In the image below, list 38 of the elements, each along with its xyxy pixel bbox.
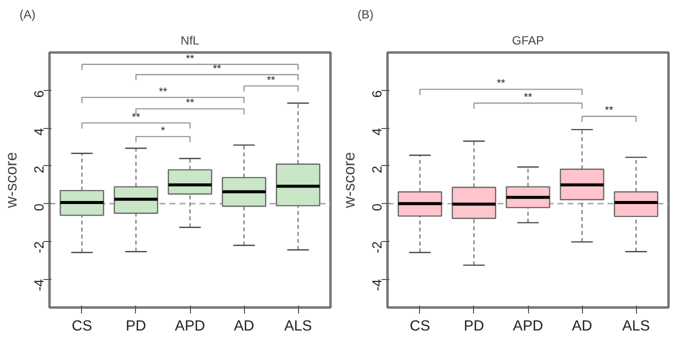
y-tick-label: -2 xyxy=(370,241,384,254)
y-tick-label: 6 xyxy=(32,90,46,98)
y-tick-label: 6 xyxy=(370,90,384,98)
y-axis-title: w-score xyxy=(4,152,20,210)
y-tick-label: 2 xyxy=(32,166,46,174)
y-tick-label: -2 xyxy=(32,241,46,254)
y-tick-label: -4 xyxy=(370,278,384,292)
y-tick-label: 4 xyxy=(32,127,46,136)
annotation: ** xyxy=(604,104,614,117)
x-tick-label: APD xyxy=(512,318,544,334)
annotation: ** xyxy=(132,111,140,124)
chart-title: GFAP xyxy=(512,34,544,48)
annotation: ** xyxy=(186,97,194,110)
x-tick-label: AD xyxy=(234,318,254,334)
text: (A) xyxy=(20,8,36,22)
y-tick-label: 0 xyxy=(32,204,46,212)
annotation: ** xyxy=(158,86,168,98)
x-tick-label: ALS xyxy=(284,318,312,334)
y-tick-label: 0 xyxy=(370,204,384,212)
chart-title: NfL xyxy=(180,34,200,48)
annotation: * xyxy=(160,124,166,137)
y-tick-label: -4 xyxy=(32,278,46,292)
annotation: ** xyxy=(496,78,506,90)
x-tick-label: PD xyxy=(126,318,146,334)
x-tick-label: APD xyxy=(174,318,206,334)
x-tick-label: CS xyxy=(72,318,92,334)
annotation: ** xyxy=(212,62,222,75)
text: (B) xyxy=(358,8,374,22)
annotation: ** xyxy=(186,52,194,65)
y-tick-label: 4 xyxy=(370,127,384,136)
x-tick-label: ALS xyxy=(622,318,650,334)
annotation: ** xyxy=(266,74,276,86)
y-axis-title: w-score xyxy=(342,152,358,210)
x-tick-label: AD xyxy=(572,318,592,334)
x-tick-label: CS xyxy=(410,318,430,334)
x-tick-label: PD xyxy=(464,318,484,334)
y-tick-label: 2 xyxy=(370,166,384,174)
annotation: ** xyxy=(524,92,532,104)
